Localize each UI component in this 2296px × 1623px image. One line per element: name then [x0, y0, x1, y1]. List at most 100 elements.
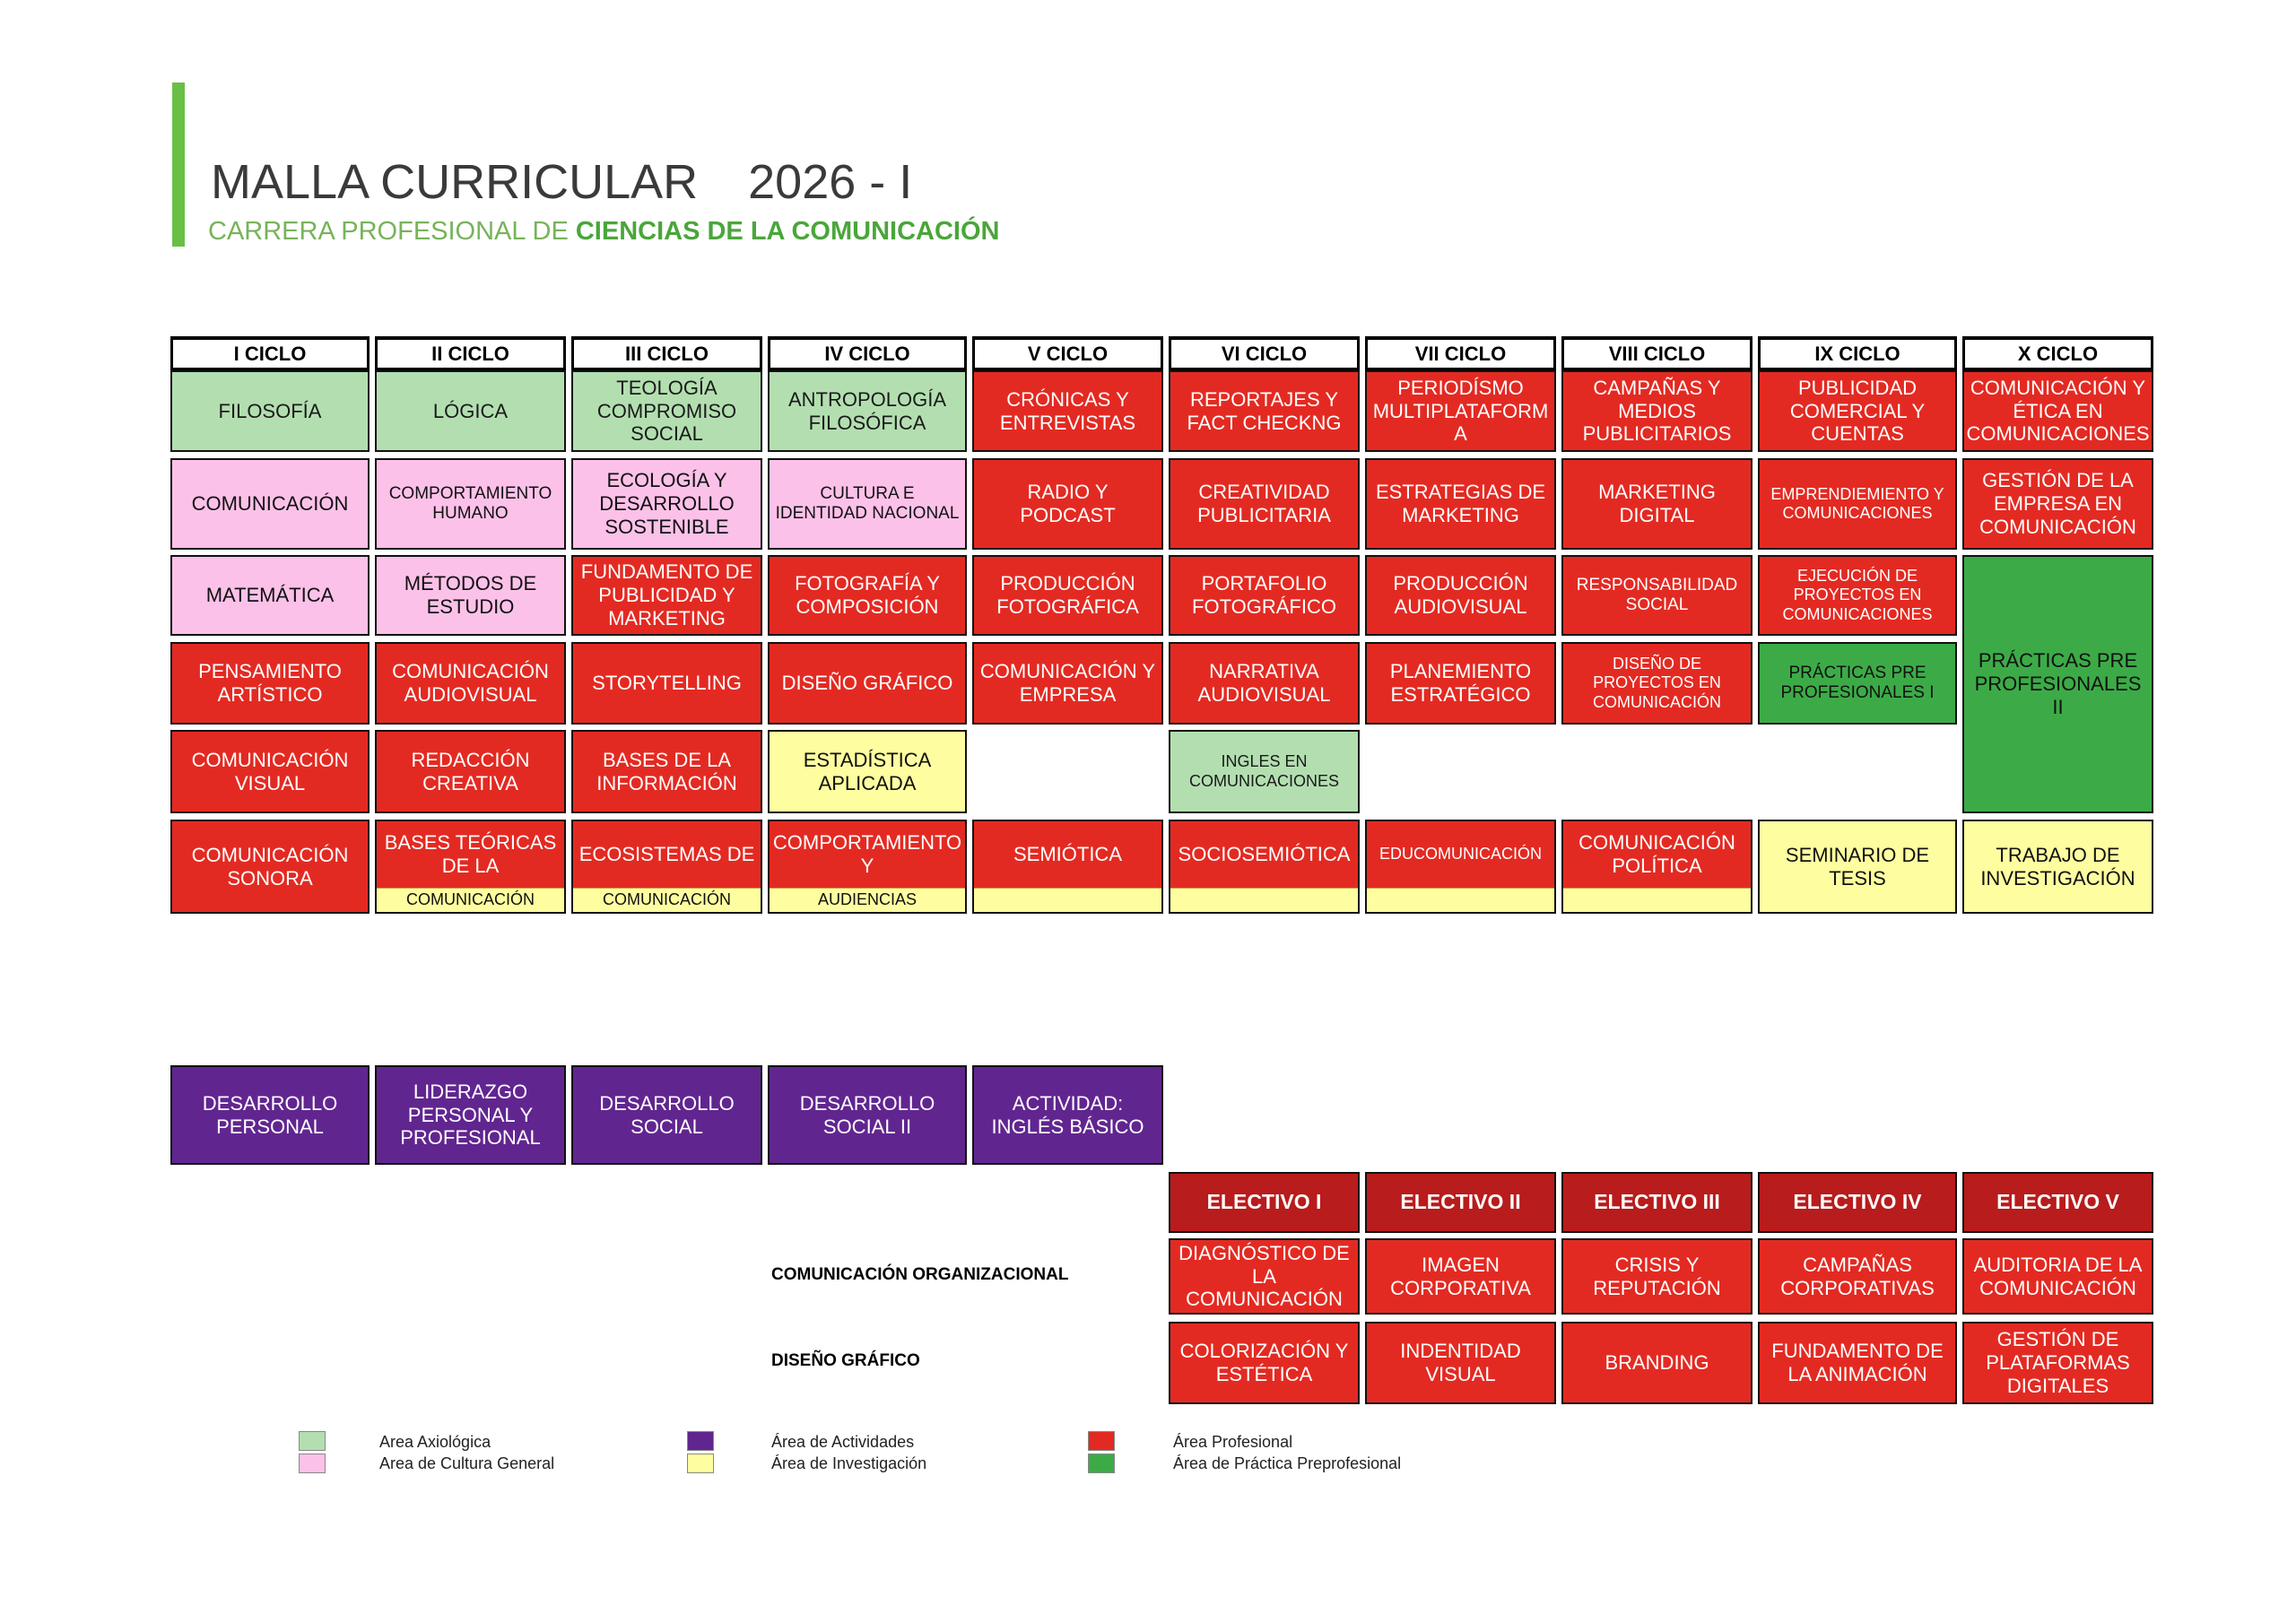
legend-label-investigacion: Área de Investigación [771, 1454, 927, 1472]
elective-header-2: ELECTIVO II [1365, 1172, 1556, 1233]
subtitle-prefix: CARRERA PROFESIONAL DE [208, 217, 576, 246]
activity-cell: LIDERAZGO PERSONAL Y PROFESIONAL [375, 1065, 566, 1165]
course-cell: GESTIÓN DE LA EMPRESA EN COMUNICACIÓN [1962, 458, 2153, 550]
course-cell: DISEÑO GRÁFICO [768, 642, 967, 725]
elective-header-3: ELECTIVO III [1561, 1172, 1752, 1233]
course-cell: DISEÑO DE PROYECTOS EN COMUNICACIÓN [1561, 642, 1752, 725]
legend-label-practica: Área de Práctica Preprofesional [1173, 1454, 1402, 1472]
course-cell-upper: COMPORTAMIENTO Y [770, 821, 965, 888]
course-cell: REDACCIÓN CREATIVA [375, 730, 566, 813]
elective-course-cell: GESTIÓN DE PLATAFORMAS DIGITALES [1962, 1322, 2153, 1404]
elective-course-cell: COLORIZACIÓN Y ESTÉTICA [1169, 1322, 1360, 1404]
course-cell: ESTRATEGIAS DE MARKETING [1365, 458, 1556, 550]
course-cell: EDUCOMUNICACIÓN [1365, 820, 1556, 914]
elective-track-label-design: DISEÑO GRÁFICO [771, 1351, 920, 1370]
elective-course-cell: FUNDAMENTO DE LA ANIMACIÓN [1758, 1322, 1957, 1404]
legend-swatch-actividades [687, 1431, 714, 1451]
course-cell-upper: SOCIOSEMIÓTICA [1170, 821, 1358, 888]
cycle-header-2: II CICLO [375, 336, 566, 370]
cycle-header-8: VIII CICLO [1561, 336, 1752, 370]
course-cell-upper: EDUCOMUNICACIÓN [1367, 821, 1554, 888]
cycle-header-5: V CICLO [972, 336, 1163, 370]
elective-course-cell: DIAGNÓSTICO DE LA COMUNICACIÓN [1169, 1238, 1360, 1315]
course-cell: PLANEMIENTO ESTRATÉGICO [1365, 642, 1556, 725]
course-cell-upper: ECOSISTEMAS DE [573, 821, 761, 888]
cycle-header-10: X CICLO [1962, 336, 2153, 370]
activity-cell: DESARROLLO SOCIAL II [768, 1065, 967, 1165]
course-cell: FILOSOFÍA [170, 370, 370, 452]
course-cell: CAMPAÑAS Y MEDIOS PUBLICITARIOS [1561, 370, 1752, 452]
legend-label-cultura: Area de Cultura General [379, 1454, 555, 1472]
elective-header-5: ELECTIVO V [1962, 1172, 2153, 1233]
course-cell: INGLES EN COMUNICACIONES [1169, 730, 1360, 813]
course-cell: MÉTODOS DE ESTUDIO [375, 555, 566, 636]
course-cell: BASES TEÓRICAS DE LA COMUNICACIÓN [375, 820, 566, 914]
elective-header-4: ELECTIVO IV [1758, 1172, 1957, 1233]
legend-label-actividades: Área de Actividades [771, 1433, 915, 1451]
course-cell: EMPRENDIEMIENTO Y COMUNICACIONES [1758, 458, 1957, 550]
course-cell: ESTADÍSTICA APLICADA [768, 730, 967, 813]
title-text: MALLA CURRICULAR [211, 155, 699, 209]
course-cell-lower [1170, 888, 1358, 912]
course-cell: COMUNICACIÓN AUDIOVISUAL [375, 642, 566, 725]
elective-course-cell: AUDITORIA DE LA COMUNICACIÓN [1962, 1238, 2153, 1315]
course-cell: PUBLICIDAD COMERCIAL Y CUENTAS [1758, 370, 1957, 452]
course-cell-lower [974, 888, 1161, 912]
course-cell: LÓGICA [375, 370, 566, 452]
course-cell: NARRATIVA AUDIOVISUAL [1169, 642, 1360, 725]
course-cell-upper: COMUNICACIÓN POLÍTICA [1563, 821, 1751, 888]
course-cell-upper: SEMIÓTICA [974, 821, 1161, 888]
page-title: MALLA CURRICULAR 2026 - I [211, 154, 912, 210]
course-cell: COMPORTAMIENTO Y AUDIENCIAS [768, 820, 967, 914]
cycle-header-1: I CICLO [170, 336, 370, 370]
elective-header-1: ELECTIVO I [1169, 1172, 1360, 1233]
course-cell-lower: COMUNICACIÓN [377, 888, 564, 912]
legend-swatch-cultura [299, 1454, 326, 1473]
course-cell: ANTROPOLOGÍA FILOSÓFICA [768, 370, 967, 452]
course-cell: STORYTELLING [571, 642, 762, 725]
cycle-header-9: IX CICLO [1758, 336, 1957, 370]
course-cell: EJECUCIÓN DE PROYECTOS EN COMUNICACIONES [1758, 555, 1957, 636]
course-cell: TRABAJO DE INVESTIGACIÓN [1962, 820, 2153, 914]
course-cell-lower: COMUNICACIÓN [573, 888, 761, 912]
elective-course-cell: INDENTIDAD VISUAL [1365, 1322, 1556, 1404]
course-cell: CRÓNICAS Y ENTREVISTAS [972, 370, 1163, 452]
course-cell: COMPORTAMIENTO HUMANO [375, 458, 566, 550]
course-cell: MARKETING DIGITAL [1561, 458, 1752, 550]
course-cell-upper: BASES TEÓRICAS DE LA [377, 821, 564, 888]
activity-cell: ACTIVIDAD: INGLÉS BÁSICO [972, 1065, 1163, 1165]
subtitle-career: CIENCIAS DE LA COMUNICACIÓN [575, 217, 1000, 246]
course-cell: RESPONSABILIDAD SOCIAL [1561, 555, 1752, 636]
course-cell: RADIO Y PODCAST [972, 458, 1163, 550]
elective-course-cell: CAMPAÑAS CORPORATIVAS [1758, 1238, 1957, 1315]
course-cell: ECOLOGÍA Y DESARROLLO SOSTENIBLE [571, 458, 762, 550]
legend-swatch-practica [1088, 1454, 1115, 1473]
course-cell: PORTAFOLIO FOTOGRÁFICO [1169, 555, 1360, 636]
course-cell: FOTOGRAFÍA Y COMPOSICIÓN [768, 555, 967, 636]
course-cell-lower: AUDIENCIAS [770, 888, 965, 912]
legend-swatch-investigacion [687, 1454, 714, 1473]
cycle-header-6: VI CICLO [1169, 336, 1360, 370]
course-cell: COMUNICACIÓN [170, 458, 370, 550]
course-cell: TEOLOGÍA COMPROMISO SOCIAL [571, 370, 762, 452]
course-cell: PRÁCTICAS PRE PROFESIONALES I [1758, 642, 1957, 725]
activity-cell: DESARROLLO SOCIAL [571, 1065, 762, 1165]
legend-swatch-axiologica [299, 1431, 326, 1451]
course-cell: MATEMÁTICA [170, 555, 370, 636]
course-cell: SEMIÓTICA [972, 820, 1163, 914]
course-cell: BASES DE LA INFORMACIÓN [571, 730, 762, 813]
cycle-header-7: VII CICLO [1365, 336, 1556, 370]
course-cell: PERIODÍSMO MULTIPLATAFORM A [1365, 370, 1556, 452]
title-year: 2026 - I [748, 155, 913, 209]
course-cell: CULTURA E IDENTIDAD NACIONAL [768, 458, 967, 550]
legend-swatch-profesional [1088, 1431, 1115, 1451]
course-cell: COMUNICACIÓN SONORA [170, 820, 370, 914]
course-cell: FUNDAMENTO DE PUBLICIDAD Y MARKETING [571, 555, 762, 636]
course-cell: SEMINARIO DE TESIS [1758, 820, 1957, 914]
legend-label-axiologica: Area Axiológica [379, 1433, 491, 1451]
course-cell: ECOSISTEMAS DE COMUNICACIÓN [571, 820, 762, 914]
course-cell: CREATIVIDAD PUBLICITARIA [1169, 458, 1360, 550]
page-subtitle: CARRERA PROFESIONAL DE CIENCIAS DE LA CO… [208, 217, 999, 247]
elective-track-label-org: COMUNICACIÓN ORGANIZACIONAL [771, 1265, 1069, 1284]
course-cell-lower [1367, 888, 1554, 912]
